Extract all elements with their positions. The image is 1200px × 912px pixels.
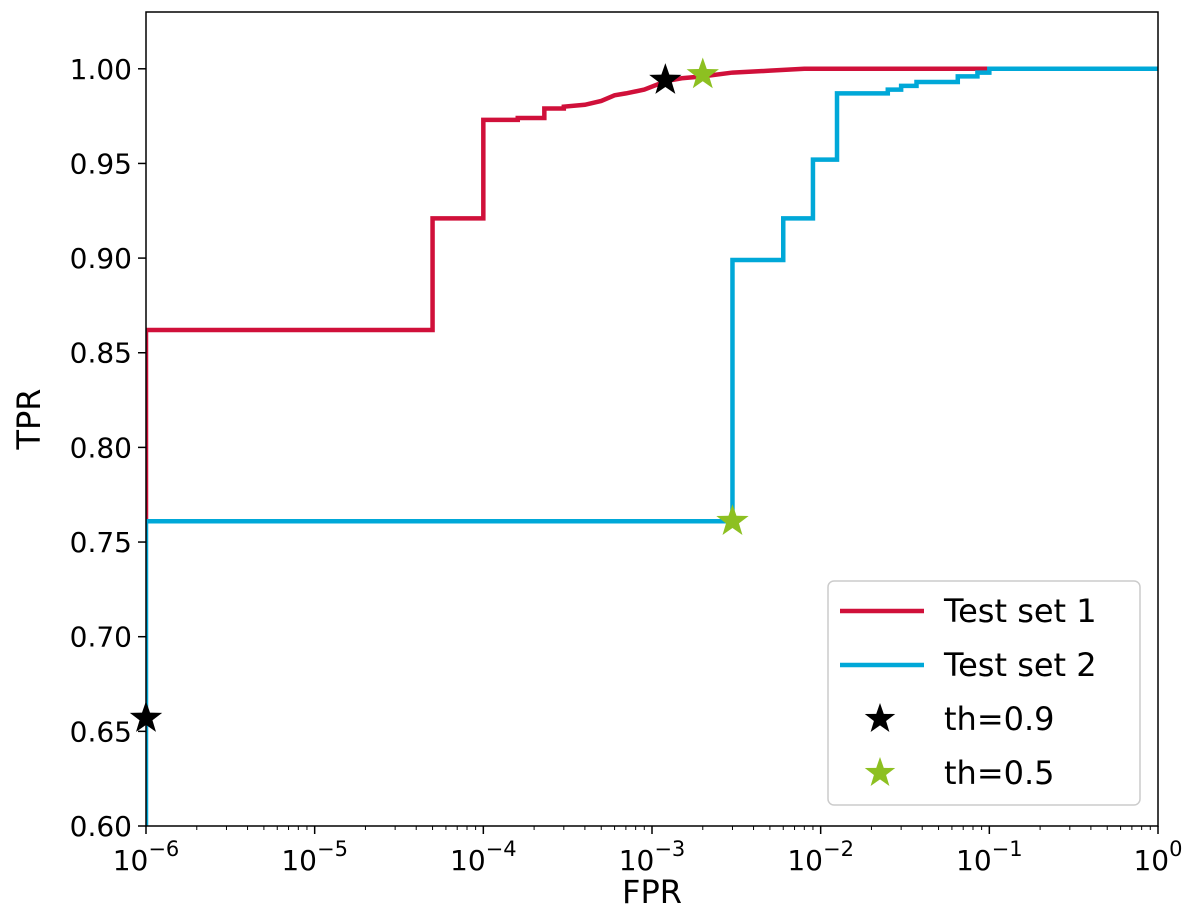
x-tick-label: 10−6: [113, 837, 180, 877]
x-tick-label: 10−4: [450, 837, 517, 877]
y-axis-title: TPR: [10, 388, 48, 450]
plot-markers: [129, 57, 749, 732]
y-tick-label: 0.65: [70, 715, 132, 748]
y-tick-label: 0.60: [70, 810, 132, 843]
x-axis-title: FPR: [622, 873, 682, 911]
x-tick-label: 10−5: [281, 837, 348, 877]
marker-4-2: [686, 57, 719, 89]
legend-label-2: Test set 2: [943, 646, 1097, 684]
x-axis-ticks: 10−6 10−5 10−4 10−3 10−2 10−1 100: [113, 826, 1183, 877]
marker-3-2: [649, 63, 682, 94]
legend-marker-3: [864, 703, 896, 732]
y-tick-label: 0.70: [70, 621, 132, 654]
x-tick-label: 10−2: [787, 837, 854, 877]
legend-label-1: Test set 1: [943, 592, 1097, 630]
x-tick-label: 10−1: [956, 837, 1023, 877]
series-line-2: [146, 66, 1158, 826]
legend: Test set 1 Test set 2 th=0.9 th=0.5: [827, 580, 1141, 806]
x-tick-label: 100: [1133, 837, 1182, 877]
x-tick-label: 10−3: [619, 837, 686, 877]
legend-label-4: th=0.5: [944, 754, 1055, 792]
legend-marker-4: [864, 757, 896, 786]
y-tick-label: 0.80: [70, 431, 132, 464]
y-tick-label: 0.75: [70, 526, 132, 559]
y-axis-ticks: 0.60 0.65 0.70 0.75 0.80 0.85 0.90 0.95 1.00: [70, 53, 146, 843]
series-line-1: [146, 66, 990, 520]
y-tick-label: 0.95: [70, 147, 132, 180]
y-tick-label: 0.90: [70, 242, 132, 275]
y-tick-label: 1.00: [70, 53, 132, 86]
y-tick-label: 0.85: [70, 337, 132, 370]
legend-label-3: th=0.9: [944, 700, 1055, 738]
marker-4-1: [716, 504, 749, 535]
legend-box: [827, 580, 1141, 806]
